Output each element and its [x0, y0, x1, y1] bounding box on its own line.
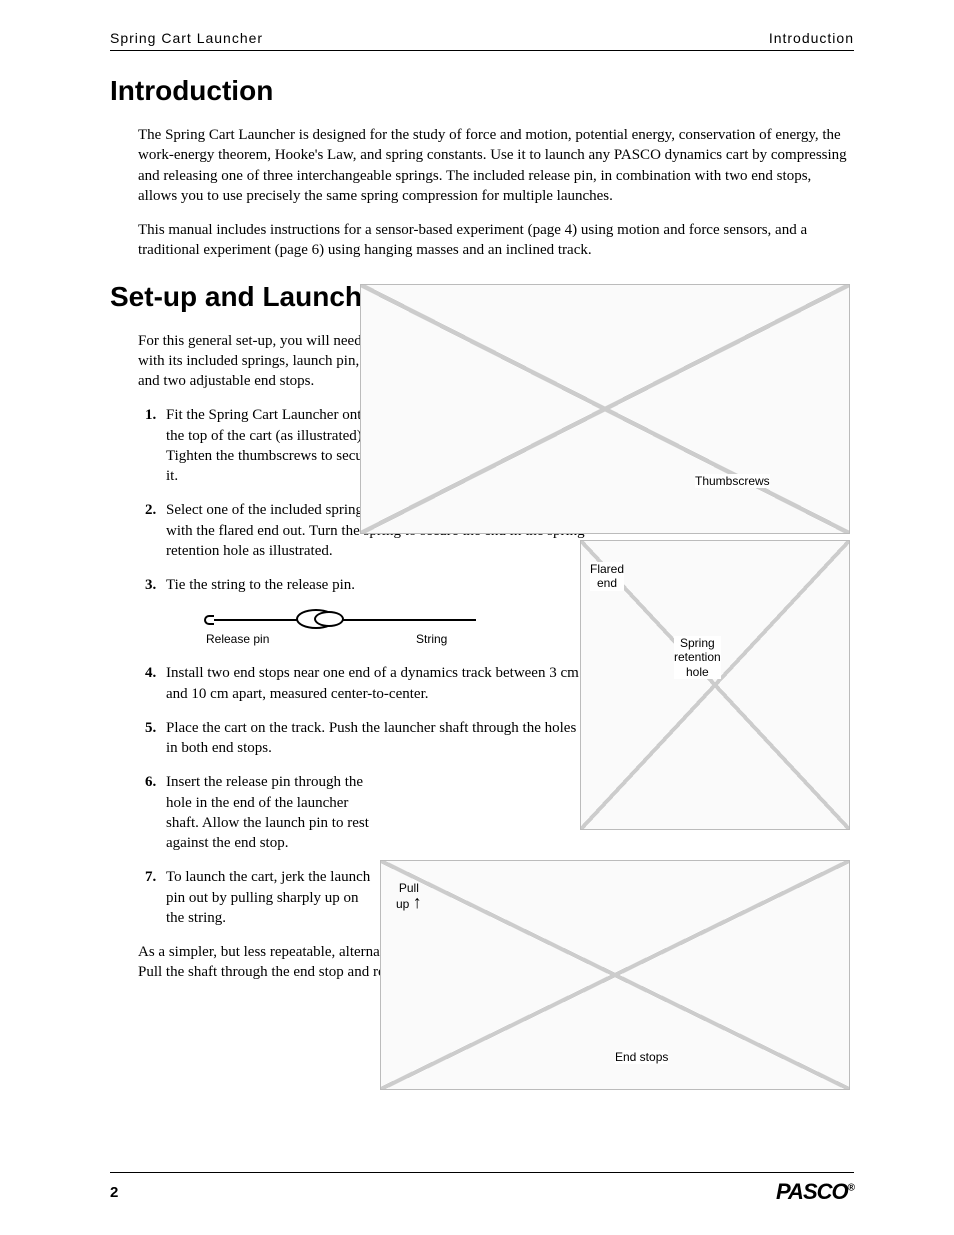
- header-left: Spring Cart Launcher: [110, 30, 263, 46]
- header-right: Introduction: [769, 30, 854, 46]
- intro-para-2: This manual includes instructions for a …: [138, 220, 854, 261]
- label-pull-up: Pull up ↑: [396, 882, 422, 911]
- label-thumbscrews: Thumbscrews: [695, 474, 770, 488]
- label-end-stops: End stops: [615, 1050, 668, 1064]
- heading-introduction: Introduction: [110, 75, 854, 107]
- page-number: 2: [110, 1184, 118, 1201]
- label-spring-hole: Spring retention hole: [674, 636, 721, 679]
- label-flared-end: Flared end: [590, 562, 624, 591]
- brand-logo: PASCO®: [776, 1179, 854, 1205]
- arrow-up-icon: ↑: [413, 892, 422, 912]
- label-string: String: [416, 631, 447, 647]
- figure-cart-launcher: [360, 284, 850, 534]
- label-release-pin: Release pin: [206, 631, 269, 647]
- knot-diagram: Release pin String: [206, 605, 476, 645]
- intro-para-1: The Spring Cart Launcher is designed for…: [138, 125, 854, 206]
